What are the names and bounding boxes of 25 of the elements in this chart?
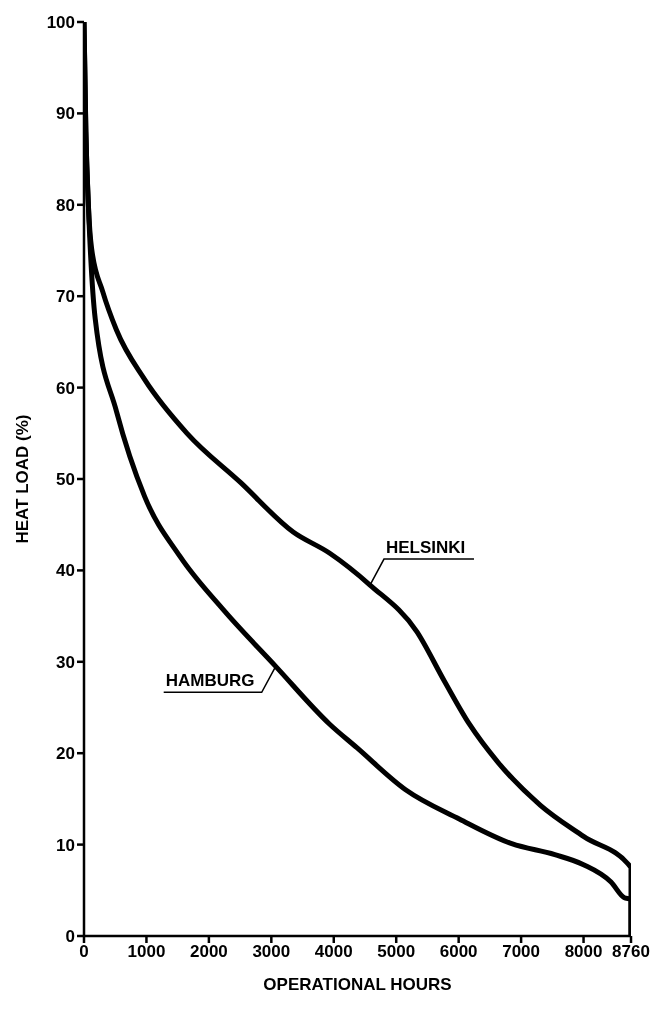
y-tick-label: 60	[56, 378, 75, 398]
x-axis-title: OPERATIONAL HOURS	[263, 975, 452, 994]
y-tick-label: 0	[65, 927, 75, 947]
series-label: HAMBURG	[165, 671, 255, 691]
y-axis-title: HEAT LOAD (%)	[13, 414, 33, 544]
y-tick-label: 90	[56, 104, 75, 124]
x-tick-label: 6000	[439, 942, 478, 962]
x-tick-label: 7000	[502, 942, 541, 962]
y-tick-label: 20	[56, 744, 75, 764]
series-label: HELSINKI	[385, 538, 466, 558]
y-tick-label: 70	[56, 287, 75, 307]
y-tick-label: 30	[56, 652, 75, 672]
y-tick-label: 40	[56, 561, 75, 581]
x-tick-label: 2000	[189, 942, 228, 962]
x-tick-label: 1000	[127, 942, 166, 962]
y-tick-label: 100	[46, 13, 75, 33]
y-tick-label: 80	[56, 195, 75, 215]
x-tick-label: 5000	[377, 942, 416, 962]
x-tick-label: 0	[79, 942, 89, 962]
x-tick-label: 3000	[252, 942, 291, 962]
x-tick-label: 4000	[314, 942, 353, 962]
y-tick-label: 10	[56, 835, 75, 855]
x-tick-label: 8000	[564, 942, 603, 962]
y-tick-label: 50	[56, 470, 75, 490]
x-tick-label: 8760	[612, 942, 650, 962]
